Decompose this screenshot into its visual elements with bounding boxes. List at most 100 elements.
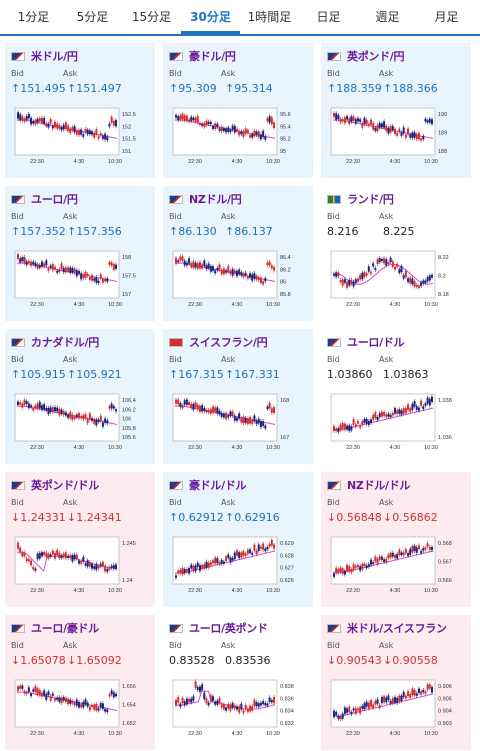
mini-chart[interactable]: 190 189 188 22:30 4:30 10:30 xyxy=(327,103,465,173)
prices: ↓1.65078 ↓1.65092 xyxy=(11,654,149,668)
candle xyxy=(259,277,262,284)
currency-card[interactable]: カナダドル/円 Bid Ask ↑105.915 ↑105.921 106.4 106.2 1… xyxy=(5,329,155,464)
mini-chart[interactable]: 1.656 1.654 1.652 22:30 4:30 10:30 xyxy=(11,675,149,745)
currency-card[interactable]: ユーロ/ドル Bid Ask 1.03860 1.03863 1.038 1.036 22:3… xyxy=(321,329,471,464)
currency-card[interactable]: 英ポンド/ドル Bid Ask ↓1.24331 ↓1.24341 1.245 1.24 22… xyxy=(5,472,155,607)
candle xyxy=(354,565,357,568)
currency-card[interactable]: NZドル/円 Bid Ask ↑86.130 ↑86.137 86.4 86.2 86 85.8… xyxy=(163,186,313,321)
mini-chart[interactable]: 0.838 0.836 0.834 0.832 22:30 4:30 10:30 xyxy=(169,675,307,745)
y-tick-label: 8.22 xyxy=(438,255,449,261)
pair-name[interactable]: ユーロ/英ポンド xyxy=(189,622,268,635)
candle xyxy=(404,270,407,278)
y-tick-label: 0.629 xyxy=(280,541,294,547)
candle xyxy=(426,684,429,690)
y-tick-label: 190 xyxy=(438,112,447,118)
candle xyxy=(431,547,433,551)
mini-chart[interactable]: 106.4 106.2 106 105.8 105.6 22:30 4:30 10:30 xyxy=(11,389,149,459)
pair-name[interactable]: ユーロ/円 xyxy=(31,193,78,206)
candle xyxy=(404,407,407,414)
currency-card[interactable]: ユーロ/円 Bid Ask ↑157.352 ↑157.356 158 157.5 157 22… xyxy=(5,186,155,321)
currency-card[interactable]: 英ポンド/円 Bid Ask ↑188.359 ↑188.366 190 189 188 22:… xyxy=(321,43,471,178)
currency-card[interactable]: NZドル/ドル Bid Ask ↓0.56848 ↓0.56862 0.568 0.567 0… xyxy=(321,472,471,607)
moving-average-line xyxy=(333,693,434,717)
candle xyxy=(383,559,386,562)
pair-name[interactable]: ランド/円 xyxy=(347,193,394,206)
candle xyxy=(264,136,267,140)
mini-chart[interactable]: 1.245 1.24 22:30 4:30 10:30 xyxy=(11,532,149,602)
candle xyxy=(411,132,414,138)
pair-name[interactable]: 英ポンド/ドル xyxy=(31,479,99,492)
tab-5min[interactable]: 5分足 xyxy=(76,10,109,24)
currency-card[interactable]: ユーロ/英ポンド Bid Ask 0.83528 0.83536 0.838 0.836 0.… xyxy=(163,615,313,750)
currency-card[interactable]: ユーロ/豪ドル Bid Ask ↓1.65078 ↓1.65092 1.656 1.654 1… xyxy=(5,615,155,750)
tab-daily[interactable]: 日足 xyxy=(316,10,341,24)
y-tick-label: 8.18 xyxy=(438,292,449,298)
candle xyxy=(387,127,390,134)
mini-chart[interactable]: 168 167 22:30 4:30 10:30 xyxy=(169,389,307,459)
candle xyxy=(209,695,212,702)
currency-card[interactable]: 豪ドル/円 Bid Ask ↑95.309 ↑95.314 95.6 95.4 95.2 95 2… xyxy=(163,43,313,178)
currency-card[interactable]: 米ドル/スイスフラン Bid Ask ↓0.90543 ↓0.90558 0.906 0.9… xyxy=(321,615,471,750)
candle xyxy=(64,412,67,416)
pair-name[interactable]: ユーロ/豪ドル xyxy=(31,622,99,635)
pair-name[interactable]: 英ポンド/円 xyxy=(347,50,405,63)
mini-chart[interactable]: 1.038 1.036 22:30 4:30 10:30 xyxy=(327,389,465,459)
tab-1hour[interactable]: 1時間足 xyxy=(247,10,292,24)
bid-label: Bid xyxy=(169,69,182,78)
candle xyxy=(185,569,188,573)
ask-label: Ask xyxy=(379,641,394,650)
tab-15min[interactable]: 15分足 xyxy=(131,10,172,24)
candle xyxy=(249,135,252,138)
candle xyxy=(82,415,85,420)
candle xyxy=(209,265,212,272)
mini-chart[interactable]: 0.568 0.567 0.566 22:30 4:30 10:30 xyxy=(327,532,465,602)
candle xyxy=(56,549,59,556)
pair-name[interactable]: 豪ドル/円 xyxy=(189,50,236,63)
y-tick-label: 152 xyxy=(122,124,131,130)
pair-name[interactable]: ユーロ/ドル xyxy=(347,336,405,349)
flag-icon xyxy=(327,480,341,490)
candle xyxy=(32,121,35,124)
currency-card[interactable]: 米ドル/円 Bid Ask ↑151.495 ↑151.497 152.5 152 151.5… xyxy=(5,43,155,178)
y-tick-label: 1.656 xyxy=(122,684,136,690)
candle xyxy=(93,704,96,710)
candle xyxy=(175,699,177,706)
candle xyxy=(192,565,195,571)
candle xyxy=(396,263,399,268)
mini-chart[interactable]: 86.4 86.2 86 85.8 22:30 4:30 10:30 xyxy=(169,246,307,316)
currency-card[interactable]: 豪ドル/ドル Bid Ask ↑0.62912 ↑0.62916 0.629 0.628 0.… xyxy=(163,472,313,607)
tab-30min[interactable]: 30分足 xyxy=(181,0,240,34)
tab-weekly[interactable]: 週足 xyxy=(375,10,400,24)
mini-chart[interactable]: 152.5 152 151.5 151 22:30 4:30 10:30 xyxy=(11,103,149,173)
tab-1min[interactable]: 1分足 xyxy=(17,10,50,24)
tab-monthly[interactable]: 月足 xyxy=(434,10,459,24)
flag-icon xyxy=(327,623,341,633)
pair-name[interactable]: カナダドル/円 xyxy=(31,336,99,349)
pair-name[interactable]: NZドル/ドル xyxy=(347,479,411,492)
x-tick-label: 4:30 xyxy=(232,302,243,308)
candle xyxy=(417,407,420,411)
mini-chart[interactable]: 0.906 0.905 0.904 0.903 22:30 4:30 10:30 xyxy=(327,675,465,745)
currency-card[interactable]: ランド/円 Bid Ask 8.216 8.225 8.22 8.2 8.18 22:30 4:3… xyxy=(321,186,471,321)
currency-card[interactable]: スイスフラン/円 Bid Ask ↑167.315 ↑167.331 168 167 22:3… xyxy=(163,329,313,464)
pair-name[interactable]: NZドル/円 xyxy=(189,193,242,206)
flag-icon xyxy=(169,337,183,347)
candle xyxy=(335,711,338,716)
candle xyxy=(82,134,85,137)
mini-chart[interactable]: 95.6 95.4 95.2 95 22:30 4:30 10:30 xyxy=(169,103,307,173)
mini-chart[interactable]: 0.629 0.628 0.627 0.626 22:30 4:30 10:30 xyxy=(169,532,307,602)
candle xyxy=(363,418,366,423)
pair-name[interactable]: 豪ドル/ドル xyxy=(189,479,247,492)
card-title: 英ポンド/円 xyxy=(327,49,465,63)
candle xyxy=(207,562,210,568)
candle xyxy=(34,120,37,125)
pair-name[interactable]: 米ドル/円 xyxy=(31,50,78,63)
pair-name[interactable]: スイスフラン/円 xyxy=(189,336,268,349)
candle xyxy=(43,690,46,696)
bid-ask-labels: Bid Ask xyxy=(169,498,307,508)
mini-chart[interactable]: 8.22 8.2 8.18 22:30 4:30 10:30 xyxy=(327,246,465,316)
pair-name[interactable]: 米ドル/スイスフラン xyxy=(347,622,447,635)
candle xyxy=(420,400,423,406)
candle xyxy=(374,412,377,419)
mini-chart[interactable]: 158 157.5 157 22:30 4:30 10:30 xyxy=(11,246,149,316)
